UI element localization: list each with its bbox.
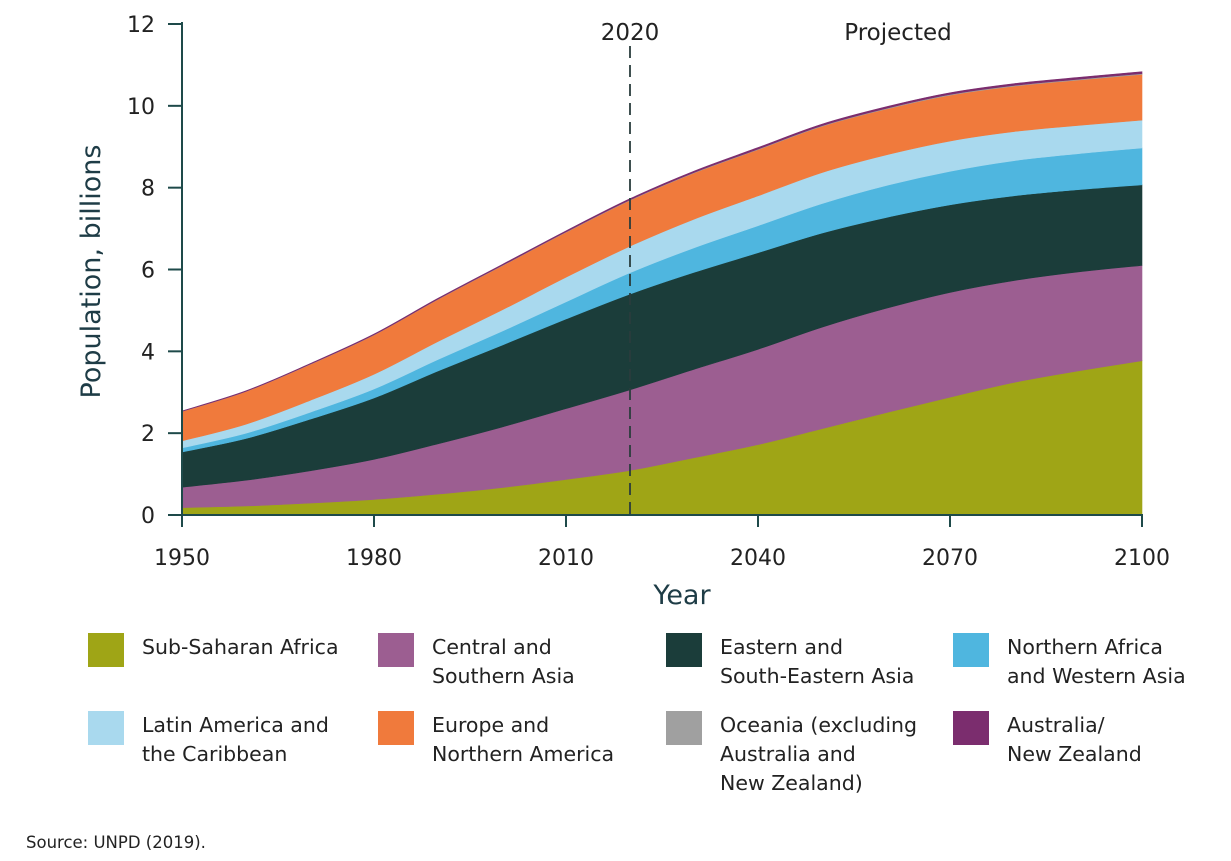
legend-item: Australia/ New Zealand	[953, 711, 1217, 769]
legend-label: Central and Southern Asia	[432, 635, 575, 688]
y-axis-label: Population, billions	[76, 145, 107, 399]
legend-item: Latin America and the Caribbean	[88, 711, 352, 769]
legend-swatch	[88, 711, 124, 745]
legend-label: Northern Africa and Western Asia	[1007, 635, 1186, 688]
legend-item: Eastern and South-Eastern Asia	[666, 633, 930, 691]
legend: Sub-Saharan Africa Central and Southern A…	[88, 633, 1218, 808]
population-area-chart: 0 2 4 6 8 10 12 1950 1980 2010 2040 2070 2100 Year Pop…	[76, 13, 1170, 611]
legend-swatch	[378, 633, 414, 667]
legend-label: Latin America and the Caribbean	[142, 713, 329, 766]
x-tick-label: 1950	[154, 546, 210, 571]
legend-item: Sub-Saharan Africa	[88, 633, 352, 667]
y-tick-label: 6	[141, 259, 155, 284]
legend-swatch	[666, 633, 702, 667]
legend-swatch	[953, 633, 989, 667]
legend-swatch	[378, 711, 414, 745]
legend-item: Northern Africa and Western Asia	[953, 633, 1217, 691]
source-note: Source: UNPD (2019).	[26, 833, 206, 852]
x-tick-label: 2010	[538, 546, 594, 571]
x-tick-label: 2100	[1114, 546, 1170, 571]
legend-item: Oceania (excluding Australia and New Zea…	[666, 711, 930, 798]
x-tick-label: 1980	[346, 546, 402, 571]
legend-swatch	[666, 711, 702, 745]
legend-label: Sub-Saharan Africa	[142, 635, 339, 659]
x-tick-label: 2070	[922, 546, 978, 571]
y-tick-label: 0	[141, 504, 155, 529]
area-australia-new-zealand	[181, 71, 1143, 412]
annotation-2020: 2020	[601, 20, 660, 46]
y-tick-label: 2	[141, 422, 155, 447]
y-tick-label: 10	[127, 95, 155, 120]
legend-label: Europe and Northern America	[432, 713, 615, 766]
legend-swatch	[88, 633, 124, 667]
legend-swatch	[953, 711, 989, 745]
axes: 0 2 4 6 8 10 12 1950 1980 2010 2040 2070 2100 Year Pop…	[76, 13, 1170, 611]
y-tick-label: 4	[141, 340, 155, 365]
x-tick-label: 2040	[730, 546, 786, 571]
legend-label: Eastern and South-Eastern Asia	[720, 635, 915, 688]
legend-item: Central and Southern Asia	[378, 633, 642, 691]
legend-item: Europe and Northern America	[378, 711, 642, 769]
y-tick-label: 12	[127, 13, 155, 38]
y-tick-label: 8	[141, 177, 155, 202]
area-layers	[181, 71, 1143, 516]
legend-label: Oceania (excluding Australia and New Zea…	[720, 713, 918, 795]
annotations: 2020 Projected	[601, 20, 952, 515]
x-axis-label: Year	[652, 580, 711, 611]
legend-label: Australia/ New Zealand	[1007, 713, 1142, 766]
annotation-projected: Projected	[844, 20, 951, 46]
